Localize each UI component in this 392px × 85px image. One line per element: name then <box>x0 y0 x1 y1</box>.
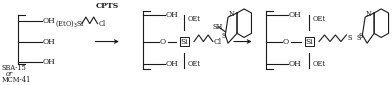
Text: Cl: Cl <box>98 20 105 28</box>
Text: O: O <box>160 37 166 46</box>
Text: OH: OH <box>43 17 56 25</box>
Text: S: S <box>359 32 363 40</box>
Text: SH: SH <box>212 23 223 31</box>
Text: O: O <box>283 37 289 46</box>
Text: OEt: OEt <box>187 60 201 68</box>
Text: OEt: OEt <box>187 15 201 23</box>
Text: Si: Si <box>180 37 188 46</box>
Text: OH: OH <box>289 60 302 68</box>
Text: S: S <box>222 32 226 40</box>
Text: OEt: OEt <box>312 60 325 68</box>
Text: OH: OH <box>43 58 56 66</box>
Text: Si: Si <box>305 37 313 46</box>
Text: (EtO)$_3$Si: (EtO)$_3$Si <box>55 18 85 29</box>
Text: OH: OH <box>43 37 56 46</box>
Text: Cl: Cl <box>214 37 222 46</box>
Text: SBA-15: SBA-15 <box>2 64 27 72</box>
Text: MCM-41: MCM-41 <box>2 76 31 84</box>
Text: OH: OH <box>289 11 302 19</box>
Text: N: N <box>229 10 235 18</box>
Text: S: S <box>348 34 352 42</box>
Text: OH: OH <box>166 60 179 68</box>
Text: OH: OH <box>166 11 179 19</box>
Text: CPTS: CPTS <box>95 2 118 10</box>
Text: N: N <box>366 10 372 18</box>
Text: S: S <box>356 34 361 42</box>
Text: or: or <box>6 70 13 78</box>
Text: OEt: OEt <box>312 15 325 23</box>
